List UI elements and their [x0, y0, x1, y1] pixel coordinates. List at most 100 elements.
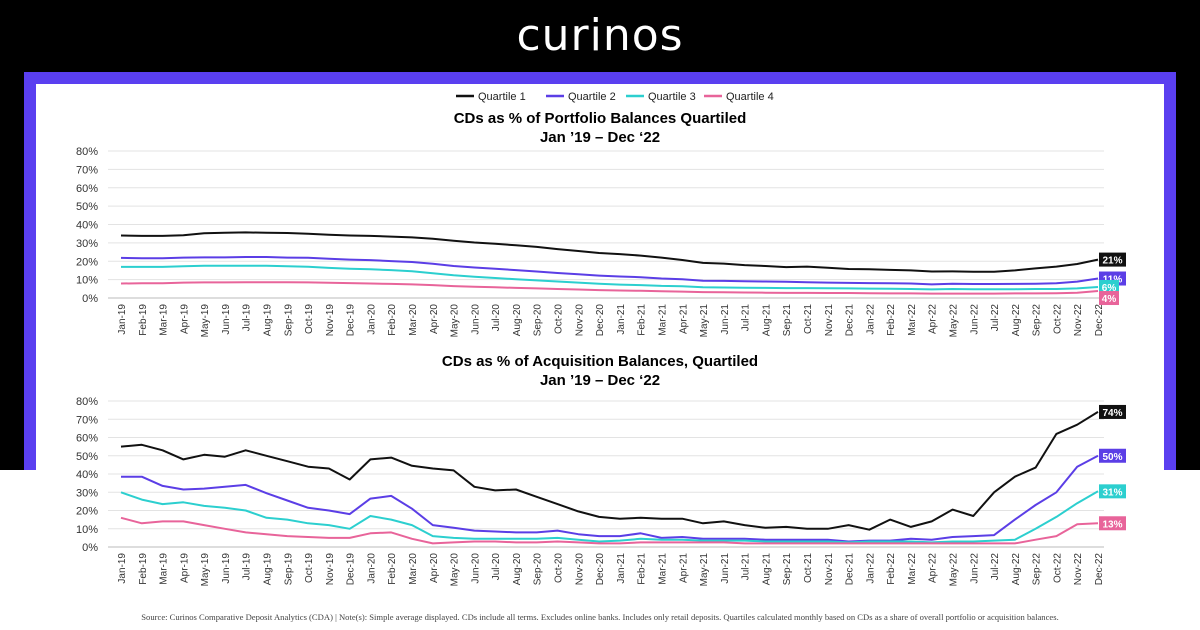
portfolio-xtick-label: Feb-21	[637, 304, 648, 336]
acquisition-xtick-label: Jul-22	[990, 553, 1001, 581]
portfolio-xtick-label: Jan-21	[616, 304, 627, 335]
acquisition-xtick-label: Mar-21	[657, 553, 668, 585]
acquisition-xtick-label: Feb-22	[886, 553, 897, 585]
acquisition-end-label-q4: 13%	[1102, 519, 1122, 530]
portfolio-xtick-label: May-20	[450, 304, 461, 338]
portfolio-xtick-label: Jan-22	[865, 304, 876, 335]
portfolio-xtick-label: Apr-22	[928, 304, 939, 334]
portfolio-chart-title: CDs as % of Portfolio Balances Quartiled	[454, 110, 747, 127]
portfolio-xtick-label: Nov-21	[824, 304, 835, 337]
portfolio-xtick-label: Mar-21	[657, 304, 668, 336]
portfolio-ytick-label: 0%	[82, 293, 98, 305]
portfolio-xtick-label: Sep-19	[283, 304, 294, 337]
portfolio-ytick-label: 40%	[76, 220, 98, 232]
portfolio-series-line-q3	[121, 264, 1099, 291]
portfolio-xtick-label: Aug-19	[263, 304, 274, 337]
portfolio-xtick-label: Jul-21	[741, 304, 752, 332]
legend-label-q1: Quartile 1	[478, 91, 526, 103]
acquisition-xtick-label: Oct-20	[554, 553, 565, 583]
acquisition-xtick-label: May-20	[450, 553, 461, 587]
portfolio-ytick-label: 50%	[76, 201, 98, 213]
portfolio-xtick-label: May-19	[200, 304, 211, 338]
acquisition-xtick-label: Jun-21	[720, 553, 731, 584]
acquisition-ytick-label: 30%	[76, 487, 98, 499]
acquisition-xtick-label: Nov-22	[1073, 553, 1084, 586]
acquisition-xtick-label: Aug-20	[512, 553, 523, 586]
acquisition-xtick-label: May-19	[200, 553, 211, 587]
portfolio-xtick-label: Dec-22	[1094, 304, 1105, 337]
portfolio-end-label-q3: 6%	[1102, 283, 1117, 294]
acquisition-xtick-label: Aug-22	[1011, 553, 1022, 586]
acquisition-end-label-box-q4	[1099, 516, 1126, 531]
portfolio-series-line-q2	[120, 256, 1099, 286]
acquisition-xtick-label: Jan-20	[366, 553, 377, 584]
portfolio-xtick-label: Oct-19	[304, 304, 315, 334]
chart-panel: Quartile 1 Quartile 2 Quartile 3 Quartile 4…	[36, 84, 1164, 630]
portfolio-xtick-label: Jan-20	[366, 304, 377, 335]
acquisition-ytick-label: 50%	[76, 451, 98, 463]
acquisition-ytick-label: 0%	[82, 542, 98, 554]
acquisition-ytick-label: 10%	[76, 524, 98, 536]
portfolio-xtick-label: Apr-20	[429, 304, 440, 334]
acquisition-xtick-label: Dec-22	[1094, 553, 1105, 586]
portfolio-xtick-label: May-22	[948, 304, 959, 338]
acquisition-xtick-label: Jun-22	[969, 553, 980, 584]
acquisition-series-line-q3	[120, 490, 1099, 544]
portfolio-ytick-label: 30%	[76, 238, 98, 250]
portfolio-xtick-label: Apr-21	[678, 304, 689, 334]
portfolio-xtick-label: Feb-19	[138, 304, 149, 336]
portfolio-xtick-label: Jul-19	[242, 304, 253, 332]
acquisition-xtick-label: Oct-22	[1052, 553, 1063, 583]
acquisition-end-label-q1: 74%	[1102, 408, 1122, 419]
portfolio-xtick-label: Aug-21	[761, 304, 772, 337]
acquisition-end-label-q2: 50%	[1102, 452, 1122, 463]
acquisition-xtick-label: Mar-19	[159, 553, 170, 585]
portfolio-xtick-label: Sep-20	[533, 304, 544, 337]
acquisition-ytick-label: 20%	[76, 506, 98, 518]
acquisition-end-label-box-q1	[1099, 404, 1126, 419]
acquisition-xtick-label: Jun-20	[470, 553, 481, 584]
acquisition-xtick-label: Dec-21	[845, 553, 856, 586]
portfolio-ytick-label: 10%	[76, 275, 98, 287]
acquisition-xtick-label: Apr-22	[928, 553, 939, 583]
acquisition-series-line-q2	[121, 454, 1099, 543]
acquisition-xtick-label: Jul-19	[242, 553, 253, 581]
portfolio-xtick-label: Jun-19	[221, 304, 232, 335]
portfolio-xtick-label: Jul-22	[990, 304, 1001, 332]
portfolio-xtick-label: Jun-22	[969, 304, 980, 335]
acquisition-xtick-label: Sep-20	[533, 553, 544, 586]
acquisition-xtick-label: May-22	[948, 553, 959, 587]
portfolio-xtick-label: Jan-19	[117, 304, 128, 335]
acquisition-chart-title: CDs as % of Acquisition Balances, Quarti…	[442, 353, 758, 370]
portfolio-xtick-label: May-21	[699, 304, 710, 338]
portfolio-xtick-label: Sep-22	[1032, 304, 1043, 337]
acquisition-series-line-q1	[120, 411, 1099, 531]
acquisition-xtick-label: Nov-20	[574, 553, 585, 586]
legend-label-q3: Quartile 3	[648, 91, 696, 103]
curinos-logo: curinos	[516, 10, 684, 61]
portfolio-xtick-label: Oct-21	[803, 304, 814, 334]
portfolio-ytick-label: 70%	[76, 164, 98, 176]
portfolio-xtick-label: Mar-22	[907, 304, 918, 336]
portfolio-xtick-label: Mar-19	[159, 304, 170, 336]
chart-svg: Quartile 1 Quartile 2 Quartile 3 Quartile 4…	[76, 91, 1126, 587]
header-bar: curinos	[0, 0, 1200, 72]
acquisition-xtick-label: Apr-19	[179, 553, 190, 583]
acquisition-xtick-label: Jan-21	[616, 553, 627, 584]
acquisition-xtick-label: Jan-19	[117, 553, 128, 584]
acquisition-xtick-label: Sep-21	[782, 553, 793, 586]
portfolio-xtick-label: Sep-21	[782, 304, 793, 337]
acquisition-xtick-label: Feb-19	[138, 553, 149, 585]
portfolio-ytick-label: 60%	[76, 183, 98, 195]
acquisition-series-line-q4	[120, 516, 1099, 545]
portfolio-end-label-q1: 21%	[1102, 256, 1122, 267]
acquisition-xtick-label: Apr-20	[429, 553, 440, 583]
acquisition-end-label-box-q2	[1099, 448, 1126, 463]
acquisition-xtick-label: Aug-21	[761, 553, 772, 586]
portfolio-end-label-box-q3	[1099, 279, 1119, 294]
portfolio-xtick-label: Feb-20	[387, 304, 398, 336]
acquisition-ytick-label: 40%	[76, 469, 98, 481]
acquisition-end-label-q3: 31%	[1102, 487, 1122, 498]
portfolio-xtick-label: Nov-20	[574, 304, 585, 337]
acquisition-ytick-label: 70%	[76, 414, 98, 426]
